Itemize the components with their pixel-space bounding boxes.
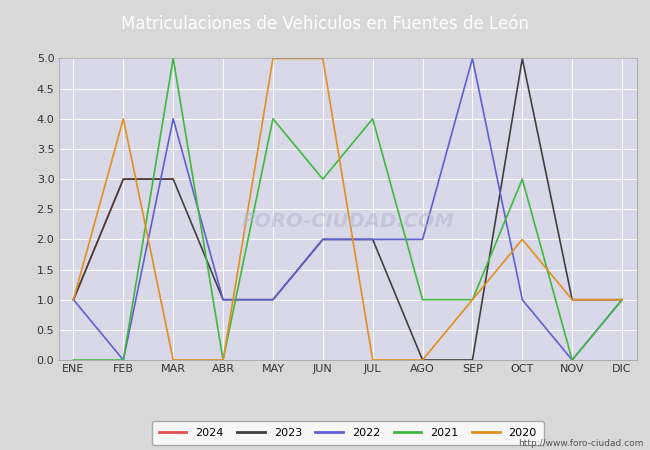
Text: http://www.foro-ciudad.com: http://www.foro-ciudad.com — [518, 439, 644, 448]
Legend: 2024, 2023, 2022, 2021, 2020: 2024, 2023, 2022, 2021, 2020 — [152, 421, 543, 445]
Text: FORO-CIUDAD.COM: FORO-CIUDAD.COM — [241, 212, 454, 231]
Text: Matriculaciones de Vehiculos en Fuentes de León: Matriculaciones de Vehiculos en Fuentes … — [121, 14, 529, 33]
